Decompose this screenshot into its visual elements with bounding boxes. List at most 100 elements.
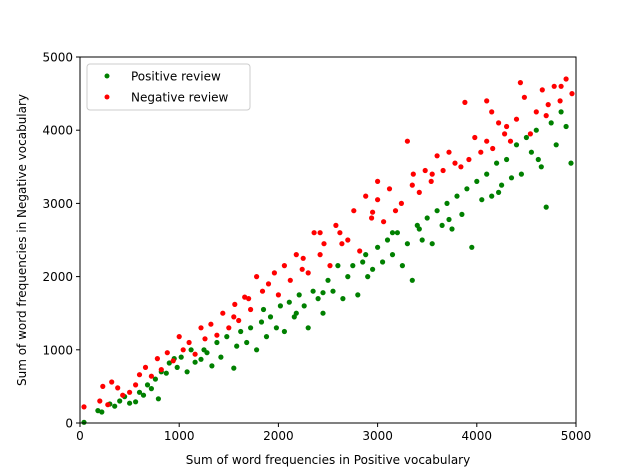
positive-review-point — [192, 359, 198, 365]
negative-review-point — [472, 134, 478, 141]
positive-review-point — [254, 347, 260, 353]
negative-review-point — [287, 277, 293, 283]
positive-review-point — [394, 230, 400, 236]
negative-review-point — [404, 138, 410, 144]
negative-review-point — [416, 189, 422, 195]
positive-review-point — [464, 186, 470, 192]
positive-review-point — [518, 171, 525, 177]
positive-review-point — [320, 290, 326, 296]
positive-review-point — [260, 306, 267, 313]
positive-review-point — [166, 360, 172, 366]
negative-review-point — [120, 392, 126, 398]
positive-review-point — [224, 334, 230, 340]
negative-review-point — [333, 222, 339, 228]
positive-review-point — [127, 400, 133, 406]
negative-review-point — [386, 186, 393, 192]
positive-review-point — [370, 266, 376, 272]
negative-review-point — [180, 347, 186, 353]
x-tick-label: 5000 — [561, 429, 592, 443]
positive-review-point — [117, 398, 123, 404]
negative-review-point — [226, 325, 232, 331]
negative-review-point — [462, 99, 468, 105]
positive-review-point — [459, 211, 465, 217]
positive-review-point — [563, 123, 569, 130]
positive-review-point — [198, 356, 204, 362]
positive-review-point — [533, 127, 539, 133]
negative-review-point — [381, 219, 387, 225]
positive-review-point — [479, 197, 485, 203]
positive-review-point — [136, 389, 143, 395]
negative-review-point — [198, 325, 204, 331]
negative-review-point — [484, 98, 490, 104]
positive-review-point — [310, 288, 316, 294]
negative-review-point — [164, 350, 170, 356]
positive-review-point — [439, 222, 445, 228]
positive-review-point — [133, 399, 139, 405]
x-tick-label: 3000 — [362, 429, 393, 443]
negative-review-point — [317, 252, 323, 258]
negative-review-point — [170, 358, 176, 364]
x-tick-label: 1000 — [164, 429, 195, 443]
negative-review-point — [502, 131, 508, 137]
positive-review-point — [188, 347, 194, 353]
positive-review-point — [144, 382, 151, 388]
positive-review-point — [494, 160, 500, 166]
negative-review-point — [545, 102, 551, 108]
positive-review-point — [330, 288, 336, 294]
positive-review-point — [281, 328, 287, 335]
negative-review-point — [489, 109, 495, 115]
positive-review-point — [320, 310, 326, 316]
positive-review-point — [95, 408, 101, 414]
negative-review-point — [563, 76, 569, 82]
legend-label-negative: Negative review — [131, 91, 229, 105]
positive-review-point — [148, 386, 154, 392]
negative-review-point — [158, 367, 164, 373]
negative-review-point — [513, 116, 520, 122]
negative-review-point — [192, 351, 198, 357]
y-tick-label: 2000 — [42, 270, 73, 284]
positive-review-point — [384, 237, 391, 243]
y-tick-label: 5000 — [42, 51, 73, 65]
negative-review-point — [345, 237, 351, 243]
negative-review-point — [370, 209, 376, 215]
legend-marker-positive — [104, 73, 110, 79]
positive-review-point — [454, 193, 460, 199]
negative-review-point — [231, 314, 237, 320]
positive-review-point — [389, 230, 396, 236]
positive-review-point — [244, 339, 250, 346]
x-axis-label: Sum of word frequencies in Positive voca… — [186, 453, 470, 467]
positive-review-point — [296, 292, 302, 298]
positive-review-point — [277, 303, 283, 309]
axes-frame — [79, 56, 577, 424]
negative-review-point — [484, 138, 490, 144]
positive-review-point — [469, 244, 475, 250]
negative-review-point — [539, 87, 545, 93]
data-points — [81, 76, 575, 425]
positive-review-point — [315, 296, 321, 302]
negative-review-point — [109, 379, 115, 385]
positive-review-point — [340, 296, 346, 302]
positive-review-point — [499, 182, 505, 188]
positive-review-point — [538, 164, 544, 170]
legend-box — [86, 63, 251, 111]
positive-review-point — [548, 120, 554, 126]
negative-review-point — [490, 145, 496, 152]
positive-review-point — [513, 142, 520, 148]
positive-review-point — [535, 156, 541, 163]
negative-review-point — [214, 332, 220, 338]
positive-review-point — [363, 252, 369, 258]
positive-review-point — [305, 325, 311, 331]
positive-review-point — [263, 334, 270, 340]
negative-review-point — [317, 230, 323, 236]
positive-review-point — [360, 259, 366, 265]
positive-review-point — [335, 263, 341, 269]
positive-review-point — [558, 109, 564, 115]
negative-review-point — [259, 288, 266, 294]
negative-review-point — [363, 193, 369, 199]
positive-review-point — [140, 392, 147, 398]
positive-review-point — [389, 252, 396, 258]
positive-review-point — [553, 142, 559, 148]
negative-review-point — [136, 372, 143, 378]
negative-review-point — [517, 80, 524, 86]
